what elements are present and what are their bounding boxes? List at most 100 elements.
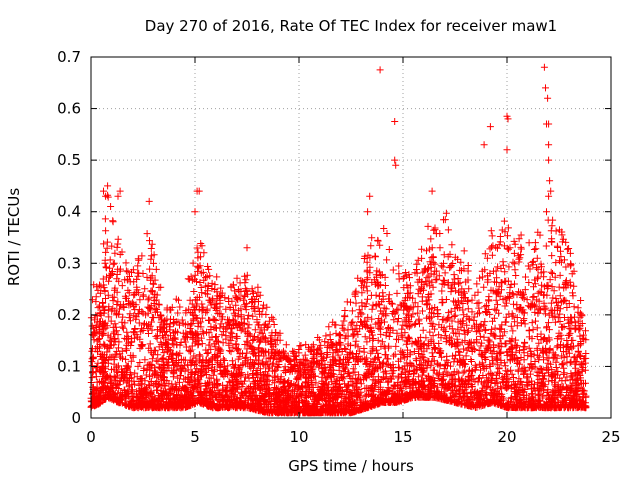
data-point — [404, 322, 412, 330]
data-point — [393, 289, 401, 297]
data-point — [184, 366, 192, 374]
data-point — [533, 324, 541, 332]
data-point — [565, 324, 573, 332]
data-point — [406, 366, 413, 374]
data-point — [450, 313, 458, 320]
data-point — [463, 313, 471, 321]
data-point — [397, 331, 405, 339]
data-point — [145, 330, 152, 337]
data-point — [433, 275, 441, 283]
data-point — [392, 342, 400, 350]
data-point — [541, 335, 549, 342]
data-point — [460, 345, 468, 353]
data-point — [526, 265, 534, 273]
data-point — [545, 326, 553, 334]
data-point — [427, 361, 435, 369]
data-point — [390, 352, 397, 360]
data-point — [131, 290, 139, 298]
data-point — [184, 320, 192, 328]
data-point — [473, 299, 481, 307]
data-point — [119, 313, 127, 321]
data-point — [122, 345, 130, 353]
data-point — [507, 322, 515, 330]
data-point — [221, 357, 229, 364]
data-point — [468, 308, 476, 316]
data-point — [198, 307, 206, 315]
data-point — [408, 340, 416, 348]
data-point — [133, 373, 141, 381]
data-point — [560, 364, 568, 372]
data-point — [554, 314, 562, 322]
data-point — [114, 362, 122, 370]
data-point — [455, 347, 463, 355]
data-point — [550, 287, 558, 295]
data-point — [358, 310, 366, 318]
data-point — [116, 305, 123, 313]
data-point — [495, 309, 503, 317]
data-point — [570, 282, 578, 290]
data-point — [528, 319, 536, 327]
data-point — [507, 338, 515, 346]
data-point — [556, 292, 564, 300]
data-point — [511, 260, 519, 268]
data-point — [389, 385, 397, 393]
data-point — [364, 313, 372, 321]
data-point — [551, 369, 559, 377]
data-point — [572, 364, 580, 372]
data-point — [412, 355, 420, 363]
data-point — [427, 235, 435, 243]
data-point — [441, 360, 449, 368]
data-point — [385, 377, 393, 385]
data-point — [112, 367, 120, 375]
data-point — [134, 362, 142, 370]
data-point — [250, 364, 257, 372]
data-point — [560, 354, 568, 362]
data-point — [215, 345, 223, 353]
data-point — [513, 322, 521, 330]
data-point — [487, 330, 495, 337]
data-point — [103, 244, 111, 252]
data-point — [368, 327, 375, 335]
data-point — [239, 391, 246, 399]
data-point — [517, 319, 525, 327]
data-point — [481, 391, 489, 399]
data-point — [123, 328, 131, 336]
data-point — [113, 372, 121, 380]
data-point — [503, 299, 510, 307]
data-point — [359, 277, 367, 285]
data-point — [119, 324, 127, 332]
data-point — [95, 378, 103, 386]
data-point — [127, 371, 135, 379]
data-point — [480, 321, 488, 329]
data-point — [522, 273, 529, 281]
data-point — [225, 347, 233, 355]
data-point — [510, 300, 517, 308]
data-point — [89, 296, 96, 304]
data-point — [486, 338, 494, 346]
data-point — [155, 343, 163, 351]
data-point — [442, 368, 450, 376]
data-point — [435, 369, 443, 377]
data-point — [245, 311, 253, 319]
data-point — [118, 318, 126, 326]
data-point — [137, 328, 145, 336]
data-point — [489, 344, 497, 351]
data-point — [582, 350, 590, 357]
data-point — [108, 242, 116, 250]
data-point — [185, 347, 193, 355]
data-point — [184, 378, 192, 386]
data-point — [524, 262, 532, 270]
data-point — [527, 390, 535, 398]
data-point — [530, 283, 537, 291]
data-point — [562, 263, 570, 271]
data-point — [405, 333, 413, 341]
data-point — [389, 361, 397, 369]
data-point — [406, 351, 414, 359]
data-point — [256, 365, 264, 373]
data-points — [87, 63, 590, 417]
data-point — [148, 355, 156, 363]
data-point — [349, 375, 357, 383]
data-point — [135, 319, 143, 327]
data-point — [273, 362, 281, 370]
